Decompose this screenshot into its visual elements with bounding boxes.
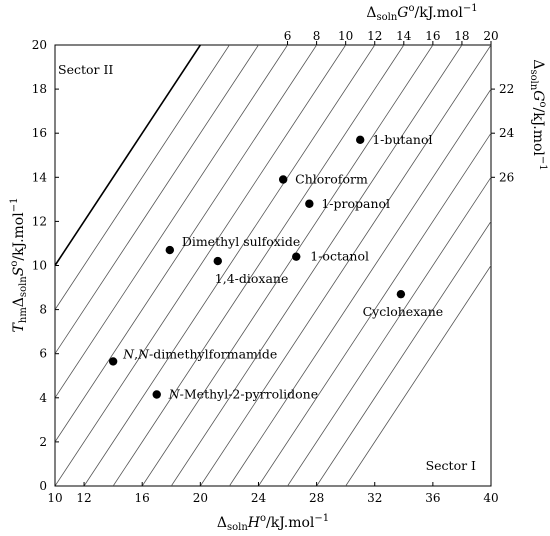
data-point-label: 1-propanol — [321, 196, 390, 211]
sector-ii-label: Sector II — [58, 62, 113, 77]
x-tick-label: 36 — [425, 491, 440, 505]
right-g-tick-label: 22 — [499, 82, 514, 96]
iso-g-line — [55, 45, 288, 399]
iso-g-line — [199, 45, 491, 486]
iso-g-line — [55, 45, 317, 443]
y-tick-label: 16 — [32, 126, 47, 140]
y-tick-label: 20 — [32, 38, 47, 52]
top-g-tick-label: 8 — [313, 29, 321, 43]
iso-g-line — [345, 264, 491, 486]
top-g-tick-label: 12 — [367, 29, 382, 43]
x-tick-label: 40 — [483, 491, 498, 505]
data-point-label: Dimethyl sulfoxide — [182, 234, 300, 249]
x-tick-label: 24 — [251, 491, 267, 505]
top-g-tick-label: 14 — [396, 29, 412, 43]
iso-g-line — [316, 220, 491, 486]
iso-g-lines — [55, 45, 491, 486]
iso-g-line — [287, 176, 491, 486]
iso-g-line — [55, 45, 259, 355]
data-point-label: 1,4-dioxane — [215, 271, 289, 286]
top-g-tick-label: 18 — [454, 29, 469, 43]
top-axis-label: ΔsolnGo/kJ.mol−1 — [366, 3, 477, 23]
top-g-tick-label: 20 — [483, 29, 498, 43]
data-point — [292, 252, 301, 261]
right-g-tick-label: 24 — [499, 126, 515, 140]
data-point-label: 1-butanol — [372, 132, 432, 147]
data-points: 1-butanol Chloroform 1-propanol Dimethyl su… — [108, 132, 444, 401]
right-axis-label: ΔsolnGo/kJ.mol−1 — [528, 59, 548, 170]
iso-g-line — [170, 45, 463, 486]
x-tick-label: 16 — [135, 491, 150, 505]
data-point-label: 1-octanol — [310, 249, 369, 264]
y-tick-label: 0 — [39, 479, 47, 493]
data-point — [396, 289, 406, 299]
data-point — [108, 357, 118, 366]
y-tick-label: 2 — [39, 435, 47, 449]
y-tick-label: 4 — [39, 391, 47, 405]
top-g-tick-label: 10 — [338, 29, 353, 43]
iso-g-line — [229, 88, 491, 486]
iso-g-line — [55, 45, 347, 486]
data-point-label: Cyclohexane — [363, 304, 444, 319]
data-point-label: Chloroform — [295, 172, 368, 187]
top-g-tick-label: 16 — [425, 29, 440, 43]
top-g-tick-label: 6 — [284, 29, 292, 43]
y-tick-label: 8 — [39, 303, 47, 317]
x-tick-label: 10 — [47, 491, 62, 505]
y-tick-label: 12 — [32, 214, 47, 228]
iso-g-line — [112, 45, 405, 486]
y-tick-label: 6 — [39, 347, 47, 361]
sector-boundary-line — [55, 45, 202, 266]
sector-i-label: Sector I — [426, 458, 476, 473]
data-point — [278, 175, 288, 184]
y-tick-label: 14 — [32, 170, 48, 184]
data-point-label: N,N-dimethylformamide — [122, 346, 277, 361]
right-g-tick-label: 26 — [499, 170, 514, 184]
data-point — [305, 199, 314, 208]
x-axis-label: ΔsolnHo/kJ.mol−1 — [217, 513, 329, 533]
iso-g-line — [258, 132, 491, 486]
data-point-label: N-Methyl-2-pyrrolidone — [168, 386, 318, 401]
iso-g-line — [83, 45, 376, 486]
x-tick-label: 12 — [76, 491, 91, 505]
data-point — [165, 245, 175, 255]
data-point — [152, 390, 161, 399]
data-point — [213, 256, 222, 266]
y-axis-label: ThmΔsolnSo/kJ.mol−1 — [9, 198, 29, 333]
x-tick-label: 32 — [367, 491, 382, 505]
y-tick-label: 10 — [32, 259, 47, 273]
iso-g-line — [141, 45, 434, 486]
data-point — [356, 135, 365, 145]
iso-g-line — [55, 45, 230, 311]
x-tick-label: 20 — [193, 491, 208, 505]
x-tick-label: 28 — [309, 491, 324, 505]
y-tick-label: 18 — [32, 82, 47, 96]
